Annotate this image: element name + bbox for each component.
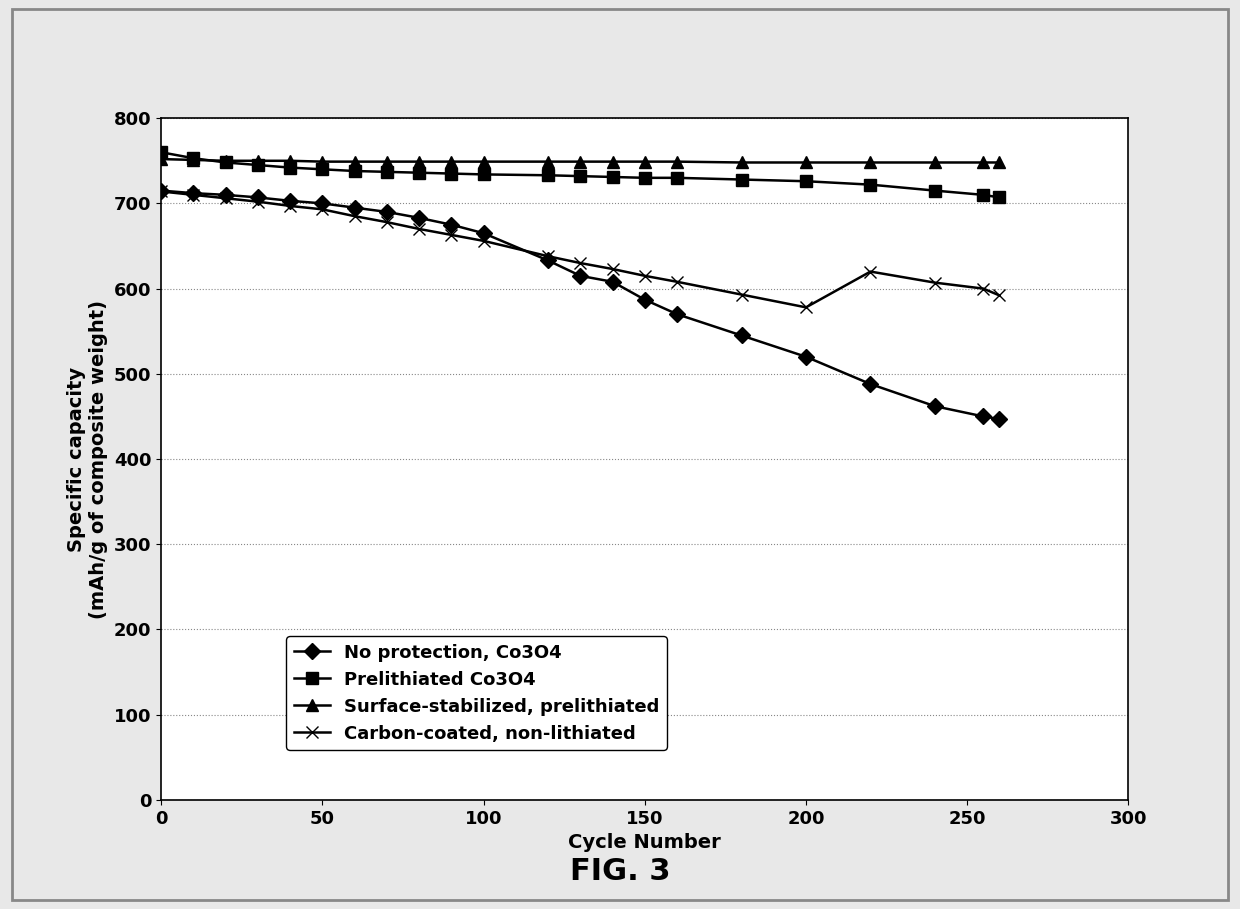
Prelithiated Co3O4 xyxy=(379,166,394,177)
Carbon-coated, non-lithiated xyxy=(863,266,878,277)
No protection, Co3O4 xyxy=(379,206,394,217)
Line: Prelithiated Co3O4: Prelithiated Co3O4 xyxy=(156,146,1004,203)
Prelithiated Co3O4 xyxy=(573,171,588,182)
Surface-stabilized, prelithiated xyxy=(976,157,991,168)
Carbon-coated, non-lithiated xyxy=(928,277,942,288)
Prelithiated Co3O4 xyxy=(605,172,620,183)
No protection, Co3O4 xyxy=(637,295,652,305)
Carbon-coated, non-lithiated xyxy=(670,276,684,287)
Y-axis label: Specific capacity
(mAh/g of composite weight): Specific capacity (mAh/g of composite we… xyxy=(67,300,108,618)
Carbon-coated, non-lithiated xyxy=(379,216,394,227)
No protection, Co3O4 xyxy=(541,255,556,266)
Prelithiated Co3O4 xyxy=(734,174,749,185)
Carbon-coated, non-lithiated xyxy=(799,302,813,313)
Prelithiated Co3O4 xyxy=(928,185,942,196)
No protection, Co3O4 xyxy=(412,213,427,224)
Surface-stabilized, prelithiated xyxy=(412,156,427,167)
Surface-stabilized, prelithiated xyxy=(315,156,330,167)
Carbon-coated, non-lithiated xyxy=(250,196,265,207)
Prelithiated Co3O4 xyxy=(315,164,330,175)
Surface-stabilized, prelithiated xyxy=(928,157,942,168)
No protection, Co3O4 xyxy=(154,185,169,196)
Surface-stabilized, prelithiated xyxy=(670,156,684,167)
Line: Surface-stabilized, prelithiated: Surface-stabilized, prelithiated xyxy=(156,154,1004,168)
Carbon-coated, non-lithiated xyxy=(476,235,491,246)
Prelithiated Co3O4 xyxy=(992,192,1007,203)
Carbon-coated, non-lithiated xyxy=(605,264,620,275)
Prelithiated Co3O4 xyxy=(444,168,459,179)
Carbon-coated, non-lithiated xyxy=(315,204,330,215)
Prelithiated Co3O4 xyxy=(412,167,427,178)
Surface-stabilized, prelithiated xyxy=(637,156,652,167)
Carbon-coated, non-lithiated xyxy=(154,186,169,197)
Carbon-coated, non-lithiated xyxy=(218,193,233,204)
X-axis label: Cycle Number: Cycle Number xyxy=(568,834,722,853)
Prelithiated Co3O4 xyxy=(863,179,878,190)
Carbon-coated, non-lithiated xyxy=(734,289,749,300)
Prelithiated Co3O4 xyxy=(186,153,201,164)
Surface-stabilized, prelithiated xyxy=(541,156,556,167)
Prelithiated Co3O4 xyxy=(670,173,684,184)
Prelithiated Co3O4 xyxy=(250,160,265,171)
Surface-stabilized, prelithiated xyxy=(799,157,813,168)
No protection, Co3O4 xyxy=(444,219,459,230)
No protection, Co3O4 xyxy=(186,188,201,199)
No protection, Co3O4 xyxy=(250,192,265,203)
Prelithiated Co3O4 xyxy=(283,162,298,173)
Carbon-coated, non-lithiated xyxy=(992,290,1007,301)
Surface-stabilized, prelithiated xyxy=(476,156,491,167)
No protection, Co3O4 xyxy=(928,401,942,412)
Carbon-coated, non-lithiated xyxy=(347,211,362,222)
Prelithiated Co3O4 xyxy=(476,169,491,180)
No protection, Co3O4 xyxy=(799,352,813,363)
Surface-stabilized, prelithiated xyxy=(283,155,298,166)
No protection, Co3O4 xyxy=(992,414,1007,425)
Carbon-coated, non-lithiated xyxy=(444,229,459,240)
Carbon-coated, non-lithiated xyxy=(976,284,991,295)
Prelithiated Co3O4 xyxy=(218,157,233,168)
Surface-stabilized, prelithiated xyxy=(444,156,459,167)
Carbon-coated, non-lithiated xyxy=(573,257,588,268)
Legend: No protection, Co3O4, Prelithiated Co3O4, Surface-stabilized, prelithiated, Carb: No protection, Co3O4, Prelithiated Co3O4… xyxy=(286,636,667,750)
Surface-stabilized, prelithiated xyxy=(347,156,362,167)
Surface-stabilized, prelithiated xyxy=(186,155,201,165)
Carbon-coated, non-lithiated xyxy=(412,224,427,235)
Prelithiated Co3O4 xyxy=(799,175,813,186)
Prelithiated Co3O4 xyxy=(541,170,556,181)
Prelithiated Co3O4 xyxy=(637,173,652,184)
Surface-stabilized, prelithiated xyxy=(154,154,169,165)
No protection, Co3O4 xyxy=(283,195,298,206)
No protection, Co3O4 xyxy=(476,228,491,239)
Prelithiated Co3O4 xyxy=(154,146,169,158)
Surface-stabilized, prelithiated xyxy=(734,157,749,168)
Carbon-coated, non-lithiated xyxy=(186,189,201,200)
Surface-stabilized, prelithiated xyxy=(379,156,394,167)
No protection, Co3O4 xyxy=(670,309,684,320)
Carbon-coated, non-lithiated xyxy=(637,270,652,281)
Line: No protection, Co3O4: No protection, Co3O4 xyxy=(156,185,1004,425)
No protection, Co3O4 xyxy=(605,276,620,287)
Prelithiated Co3O4 xyxy=(976,189,991,200)
No protection, Co3O4 xyxy=(976,411,991,422)
Carbon-coated, non-lithiated xyxy=(283,201,298,212)
No protection, Co3O4 xyxy=(315,198,330,209)
No protection, Co3O4 xyxy=(863,378,878,389)
No protection, Co3O4 xyxy=(573,270,588,281)
Surface-stabilized, prelithiated xyxy=(218,155,233,166)
No protection, Co3O4 xyxy=(347,202,362,213)
Surface-stabilized, prelithiated xyxy=(863,157,878,168)
Surface-stabilized, prelithiated xyxy=(573,156,588,167)
Surface-stabilized, prelithiated xyxy=(250,155,265,166)
Carbon-coated, non-lithiated xyxy=(541,251,556,262)
No protection, Co3O4 xyxy=(218,189,233,200)
Text: FIG. 3: FIG. 3 xyxy=(569,857,671,886)
Surface-stabilized, prelithiated xyxy=(992,157,1007,168)
Line: Carbon-coated, non-lithiated: Carbon-coated, non-lithiated xyxy=(156,186,1004,313)
No protection, Co3O4 xyxy=(734,330,749,341)
Surface-stabilized, prelithiated xyxy=(605,156,620,167)
Prelithiated Co3O4 xyxy=(347,165,362,176)
